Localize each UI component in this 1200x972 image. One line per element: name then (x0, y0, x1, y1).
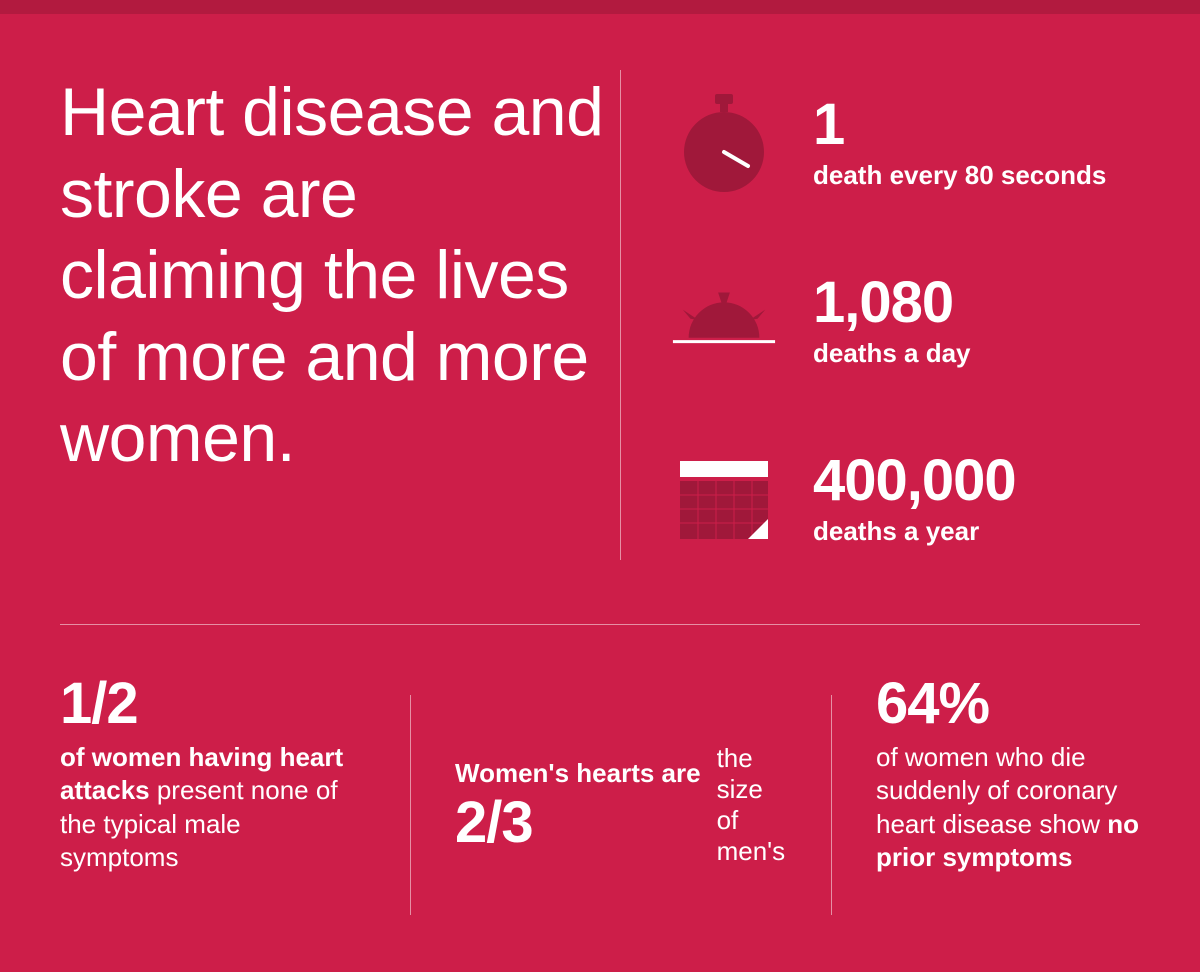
top-accent-strip (0, 0, 1200, 14)
infographic-root: Heart disease and stroke are claiming th… (0, 0, 1200, 972)
stat-desc: deaths a day (813, 338, 1140, 369)
bottom-desc-1: of women having heart attacks present no… (60, 741, 366, 874)
mid-tail-1: the size (717, 743, 787, 805)
vertical-divider-bottom-2 (831, 695, 832, 915)
headline-text: Heart disease and stroke are claiming th… (60, 60, 620, 600)
stat-row-seconds: 1 death every 80 seconds (669, 74, 1140, 214)
stat-desc: death every 80 seconds (813, 160, 1140, 191)
mid-tail-2: of men's (717, 805, 787, 867)
mid-lead: Women's hearts are (455, 758, 701, 789)
bottom-col-2: Women's hearts are 2/3 the size of men's (411, 675, 831, 935)
stopwatch-icon (669, 94, 779, 194)
stat-desc: deaths a year (813, 516, 1140, 547)
stat-number: 400,000 (813, 452, 1140, 510)
vertical-divider-bottom-1 (410, 695, 411, 915)
stat-number: 1 (813, 96, 1140, 154)
top-section: Heart disease and stroke are claiming th… (60, 60, 1140, 600)
bottom-section: 1/2 of women having heart attacks presen… (60, 675, 1140, 935)
bottom-big-2: 2/3 (455, 794, 701, 852)
bottom-big-3: 64% (876, 675, 1140, 733)
vertical-divider-top (620, 70, 621, 560)
horizontal-divider (60, 624, 1140, 625)
calendar-icon (669, 457, 779, 543)
stat-row-year: 400,000 deaths a year (669, 430, 1140, 570)
bottom-desc-3: of women who die suddenly of coronary he… (876, 741, 1140, 874)
stat-text: 1,080 deaths a day (813, 274, 1140, 369)
bottom-lead-3: of women who die suddenly of coronary he… (876, 742, 1117, 839)
bottom-col-1: 1/2 of women having heart attacks presen… (60, 675, 410, 935)
mid-wrap: Women's hearts are 2/3 the size of men's (455, 743, 787, 868)
bottom-big-1: 1/2 (60, 675, 366, 733)
bottom-col-3: 64% of women who die suddenly of coronar… (832, 675, 1140, 935)
sunrise-icon (669, 282, 779, 362)
stat-row-day: 1,080 deaths a day (669, 252, 1140, 392)
stat-text: 400,000 deaths a year (813, 452, 1140, 547)
stats-column: 1 death every 80 seconds (621, 60, 1140, 600)
stat-text: 1 death every 80 seconds (813, 96, 1140, 191)
mid-tail: the size of men's (717, 743, 787, 868)
stat-number: 1,080 (813, 274, 1140, 332)
